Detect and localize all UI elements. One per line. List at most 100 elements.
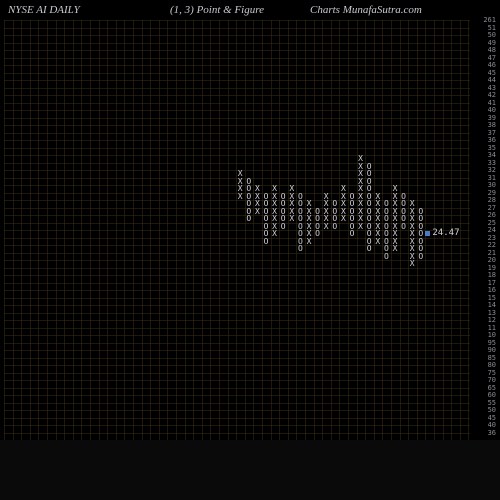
y-axis-label: 46	[488, 62, 496, 69]
pnf-cell: X	[408, 215, 416, 222]
pnf-cell: X	[357, 155, 365, 162]
pnf-cell: X	[322, 200, 330, 207]
pnf-cell: O	[296, 200, 304, 207]
pnf-cell: O	[417, 253, 425, 260]
pnf-cell: O	[296, 230, 304, 237]
chart-container: NYSE AI DAILY (1, 3) Point & Figure Char…	[0, 0, 500, 500]
pnf-cell: O	[365, 215, 373, 222]
pnf-cell: X	[408, 200, 416, 207]
y-axis-label: 40	[488, 422, 496, 429]
credit-label: Charts MunafaSutra.com	[310, 4, 422, 16]
pnf-cell: X	[408, 260, 416, 267]
pnf-cell: X	[339, 185, 347, 192]
pnf-cell: X	[305, 230, 313, 237]
pnf-cell: O	[382, 245, 390, 252]
pnf-cell: X	[288, 200, 296, 207]
y-axis-label: 28	[488, 197, 496, 204]
price-value: 24.47	[432, 228, 459, 238]
pnf-cell: X	[391, 230, 399, 237]
y-axis-label: 20	[488, 257, 496, 264]
y-axis-label: 36	[488, 430, 496, 437]
pnf-cell: O	[348, 200, 356, 207]
y-axis-label: 50	[488, 32, 496, 39]
pnf-cell: O	[245, 215, 253, 222]
pnf-cell: X	[391, 200, 399, 207]
y-axis-label: 80	[488, 362, 496, 369]
pnf-cell: X	[236, 193, 244, 200]
y-axis-label: 36	[488, 137, 496, 144]
pnf-cell: O	[331, 200, 339, 207]
pnf-cell: O	[400, 223, 408, 230]
symbol-label: NYSE AI DAILY	[8, 4, 80, 16]
pnf-cell: O	[262, 238, 270, 245]
y-axis-label: 32	[488, 167, 496, 174]
pnf-cell: O	[382, 215, 390, 222]
pnf-cell: O	[314, 230, 322, 237]
y-axis-label: 24	[488, 227, 496, 234]
pnf-cell: O	[331, 223, 339, 230]
pnf-cell: X	[339, 215, 347, 222]
pnf-cell: O	[279, 223, 287, 230]
y-axis-label: 14	[488, 302, 496, 309]
pnf-cell: X	[322, 215, 330, 222]
pnf-cell: X	[322, 223, 330, 230]
pnf-cell: O	[382, 200, 390, 207]
pnf-cell: X	[253, 200, 261, 207]
y-axis-label: 22	[488, 242, 496, 249]
y-axis-label: 12	[488, 317, 496, 324]
y-axis-label: 90	[488, 347, 496, 354]
pnf-cell: O	[365, 245, 373, 252]
price-marker-icon	[425, 231, 430, 236]
y-axis-label: 42	[488, 92, 496, 99]
pnf-cell: X	[271, 200, 279, 207]
pnf-cell: O	[245, 200, 253, 207]
pnf-cell: X	[357, 215, 365, 222]
y-axis: 2615150494847464544434241403938373635343…	[472, 20, 498, 440]
pnf-cell: X	[305, 215, 313, 222]
pnf-cell: O	[262, 215, 270, 222]
pnf-cell: O	[365, 230, 373, 237]
pnf-cell: O	[365, 185, 373, 192]
y-axis-label: 50	[488, 407, 496, 414]
pnf-cell: X	[374, 200, 382, 207]
pnf-cell: X	[357, 200, 365, 207]
y-axis-label: 40	[488, 107, 496, 114]
pnf-cell: O	[348, 230, 356, 237]
pnf-cell: O	[382, 230, 390, 237]
pnf-cell: X	[357, 223, 365, 230]
pnf-cell: X	[408, 230, 416, 237]
pnf-cell: X	[236, 185, 244, 192]
pnf-cell: O	[400, 215, 408, 222]
pnf-cell: O	[296, 215, 304, 222]
pnf-cell: O	[348, 215, 356, 222]
pnf-cell: O	[296, 245, 304, 252]
pnf-cell: X	[253, 185, 261, 192]
bottom-area	[0, 440, 500, 500]
pnf-cell: X	[374, 215, 382, 222]
pnf-cell: X	[374, 230, 382, 237]
pnf-cell: X	[271, 215, 279, 222]
pnf-cell: X	[391, 215, 399, 222]
pnf-cell: X	[305, 200, 313, 207]
pnf-cell: X	[374, 238, 382, 245]
y-axis-label: 60	[488, 392, 496, 399]
pnf-cell: X	[391, 185, 399, 192]
pnf-cell: O	[382, 253, 390, 260]
params-label: (1, 3) Point & Figure	[170, 4, 264, 16]
pnf-cell: O	[365, 170, 373, 177]
pnf-cell: X	[357, 185, 365, 192]
pnf-cell: X	[236, 170, 244, 177]
y-axis-label: 34	[488, 152, 496, 159]
pnf-cell: O	[279, 200, 287, 207]
pnf-cell: O	[417, 215, 425, 222]
pnf-cell: X	[288, 215, 296, 222]
pnf-cell: O	[245, 185, 253, 192]
pnf-cell: O	[262, 200, 270, 207]
pnf-cell: O	[365, 200, 373, 207]
y-axis-label: 26	[488, 212, 496, 219]
grid-area	[4, 20, 470, 440]
y-axis-label: 70	[488, 377, 496, 384]
pnf-cell: X	[357, 170, 365, 177]
pnf-cell: X	[339, 200, 347, 207]
pnf-cell: O	[400, 200, 408, 207]
